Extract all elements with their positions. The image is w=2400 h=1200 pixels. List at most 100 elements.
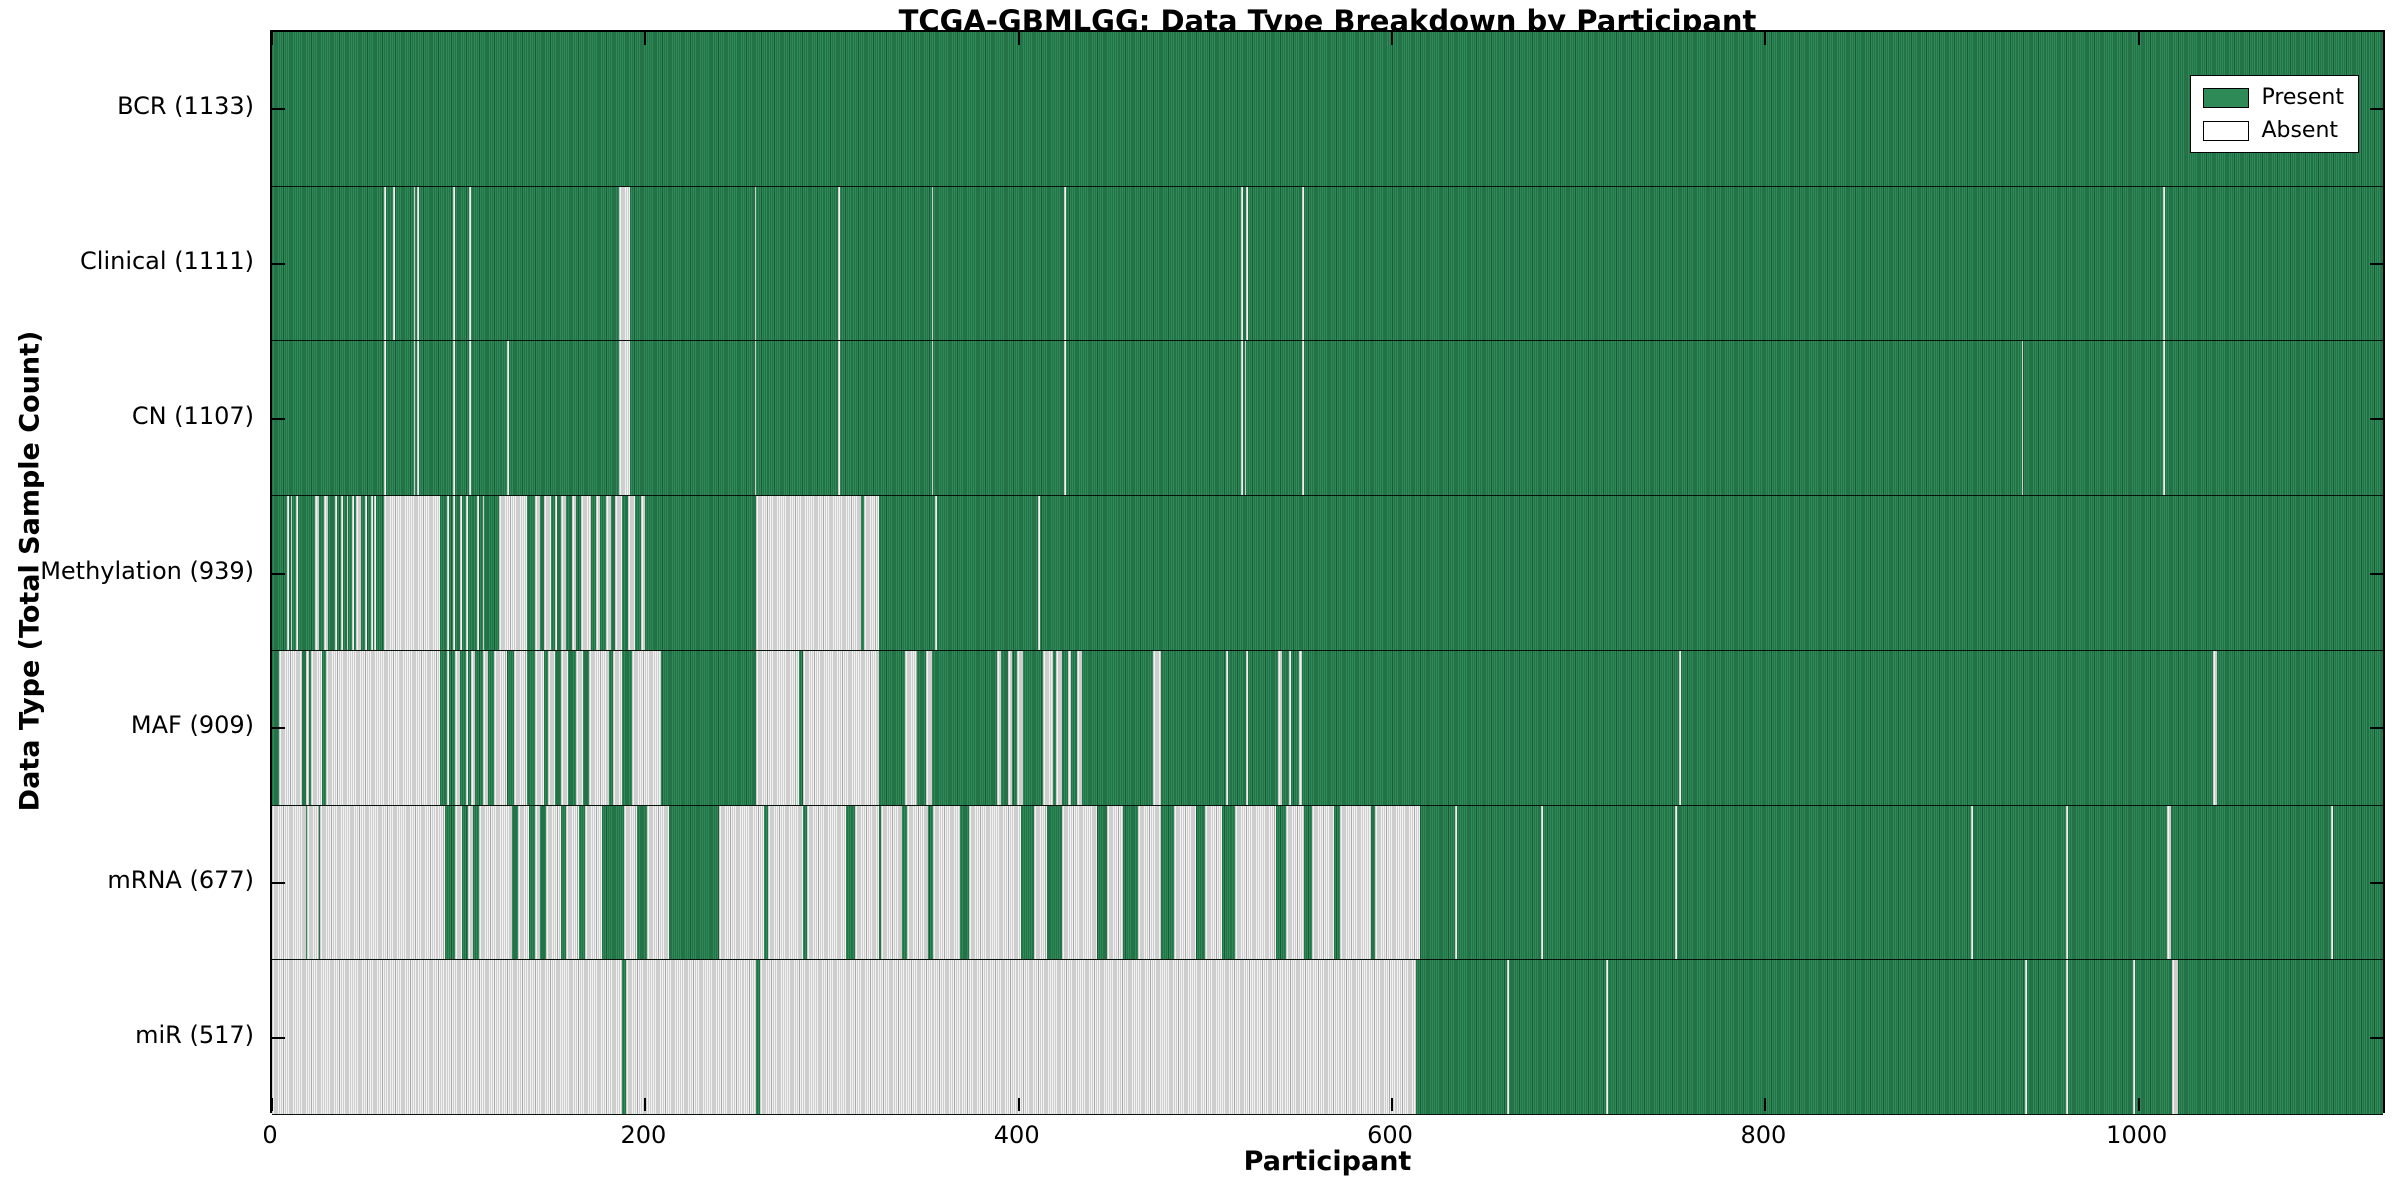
row-Methylation (272, 496, 2383, 651)
absent-segment (1037, 496, 1040, 650)
x-tick (1764, 32, 1767, 45)
absent-segment (2172, 960, 2179, 1114)
legend-item-absent: Absent (2203, 118, 2344, 143)
absent-segment (931, 186, 934, 341)
absent-segment (1076, 650, 1083, 805)
absent-segment (2163, 186, 2165, 341)
absent-segment (2133, 960, 2136, 1114)
y-tick (272, 1036, 285, 1039)
x-tick (644, 1098, 647, 1111)
absent-segment (560, 496, 567, 650)
x-tick-label-1000: 1000 (2106, 1121, 2168, 1149)
absent-segment (534, 650, 545, 805)
row-MAF (272, 650, 2383, 806)
absent-segment (2066, 960, 2069, 1114)
absent-segment (803, 650, 880, 805)
absent-segment (544, 496, 552, 650)
absent-segment (627, 496, 636, 650)
absent-segment (1971, 805, 1974, 960)
absent-segment (1302, 341, 1305, 496)
absent-segment (272, 960, 623, 1114)
absent-segment (631, 650, 662, 805)
absent-segment (1298, 650, 1303, 805)
absent-segment (626, 960, 757, 1114)
absent-segment (493, 650, 507, 805)
y-tick (2370, 881, 2383, 884)
absent-segment (1056, 650, 1062, 805)
plot-area: Present Absent (270, 30, 2385, 1115)
absent-segment (506, 341, 509, 496)
absent-segment (365, 496, 368, 650)
absent-segment (346, 496, 349, 650)
absent-segment (2163, 341, 2165, 496)
absent-segment (2166, 805, 2171, 960)
absent-segment (1606, 960, 1608, 1114)
absent-segment (754, 186, 757, 341)
present-swatch (2203, 87, 2250, 108)
x-tick (2137, 1098, 2140, 1111)
absent-segment (482, 496, 485, 650)
absent-segment (465, 650, 468, 805)
absent-segment (478, 805, 513, 960)
absent-segment (968, 805, 1021, 960)
x-tick-label-800: 800 (1740, 1121, 1787, 1149)
absent-segment (1278, 650, 1282, 805)
absent-segment (1540, 805, 1543, 960)
absent-segment (355, 496, 362, 650)
absent-segment (1205, 805, 1223, 960)
absent-segment (340, 496, 343, 650)
row-miR (272, 960, 2383, 1115)
absent-segment (307, 805, 319, 960)
y-tick (272, 881, 285, 884)
y-tick-label-CN: CN (1107) (131, 401, 254, 430)
x-tick (644, 32, 647, 45)
x-tick-label-600: 600 (1367, 1121, 1413, 1149)
absent-segment (931, 341, 934, 496)
absent-segment (618, 186, 630, 341)
absent-segment (305, 650, 310, 805)
absent-segment (1225, 650, 1228, 805)
absent-segment (326, 650, 440, 805)
x-tick (1017, 32, 1020, 45)
absent-segment (566, 805, 580, 960)
absent-segment (1240, 186, 1243, 341)
absent-segment (555, 496, 558, 650)
y-tick-label-Clinical: Clinical (1111) (80, 247, 254, 276)
absent-segment (2025, 960, 2028, 1114)
legend-label-present: Present (2261, 85, 2344, 110)
absent-segment (855, 805, 880, 960)
absent-segment (996, 650, 1001, 805)
absent-segment (352, 496, 354, 650)
absent-segment (1674, 805, 1677, 960)
absent-segment (1034, 805, 1048, 960)
absent-segment (1063, 341, 1066, 496)
y-tick (2370, 108, 2383, 111)
y-tick (2370, 263, 2383, 266)
absent-segment (935, 496, 938, 650)
legend: Present Absent (2190, 75, 2359, 153)
absent-segment (393, 186, 395, 341)
absent-segment (534, 496, 541, 650)
absent-segment (1153, 650, 1161, 805)
absent-segment (760, 960, 1416, 1114)
absent-segment (571, 496, 576, 650)
absent-segment (1285, 805, 1305, 960)
absent-segment (767, 805, 803, 960)
absent-segment (1289, 650, 1292, 805)
absent-segment (1173, 805, 1197, 960)
x-tick (1764, 1098, 1767, 1111)
absent-segment (320, 805, 446, 960)
absent-segment (296, 496, 299, 650)
absent-segment (581, 496, 591, 650)
absent-segment (1138, 805, 1161, 960)
y-tick (272, 572, 285, 575)
absent-segment (452, 496, 455, 650)
absent-segment (476, 496, 479, 650)
absent-segment (1240, 341, 1243, 496)
absent-segment (545, 805, 561, 960)
absent-segment (1063, 186, 1066, 341)
y-tick (272, 108, 285, 111)
absent-segment (1455, 805, 1457, 960)
legend-item-present: Present (2203, 85, 2344, 110)
x-tick (1391, 32, 1394, 45)
